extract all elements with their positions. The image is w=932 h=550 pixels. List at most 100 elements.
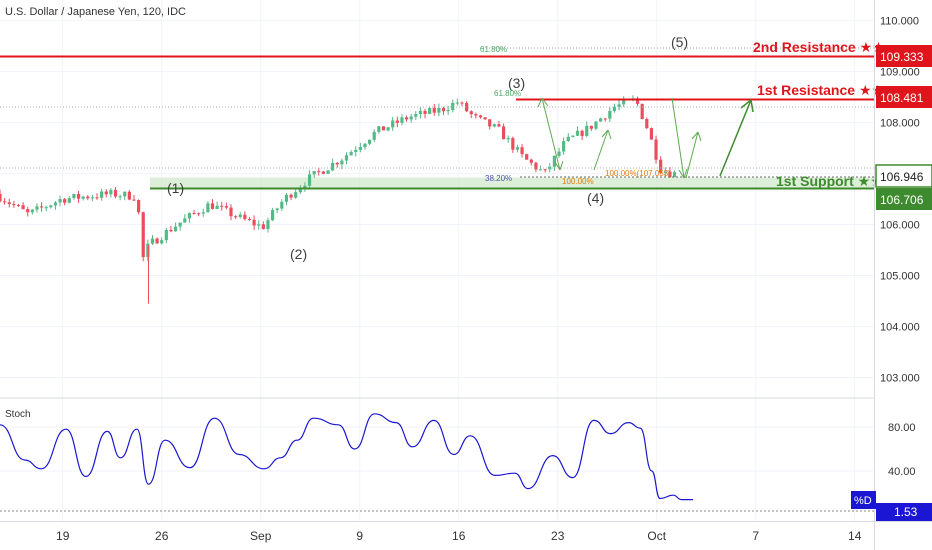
candle-body (234, 216, 238, 218)
time-tick: 26 (155, 529, 169, 543)
candle-body (474, 114, 478, 116)
candle-body (617, 104, 621, 107)
candle-body (511, 138, 515, 150)
candle-body (520, 147, 524, 155)
candle-body (465, 102, 469, 112)
candle-body (95, 197, 99, 199)
candle-body (160, 240, 164, 244)
candle-body (238, 214, 242, 217)
candle-body (266, 220, 270, 229)
svg-text:106.706: 106.706 (880, 193, 924, 207)
candle-body (187, 213, 192, 219)
badge-resistance2: 109.333 (876, 45, 932, 67)
candle-body (312, 171, 316, 175)
candle-body (164, 229, 168, 241)
time-tick: 19 (56, 529, 70, 543)
candle-body (90, 197, 94, 199)
candle-body (603, 118, 607, 120)
candle-body (515, 147, 520, 150)
candle-body (252, 219, 256, 226)
price-tick: 106.000 (880, 220, 920, 232)
candle-body (275, 208, 279, 211)
candle-body (7, 202, 11, 205)
candle-body (224, 206, 228, 208)
candle-body (585, 125, 589, 136)
candle-body (645, 119, 649, 129)
candle-body (358, 147, 362, 150)
svg-text:%D: %D (854, 495, 872, 507)
chart-title: U.S. Dollar / Japanese Yen, 120, IDC (5, 6, 186, 18)
stoch-label: Stoch (5, 409, 31, 420)
fib-label-38: 38.20% (485, 174, 512, 183)
candle-body (317, 171, 321, 173)
candle-body (441, 107, 446, 112)
candle-body (123, 191, 127, 197)
candle-body (418, 110, 423, 115)
candle-body (663, 171, 667, 173)
candle-body (215, 205, 219, 209)
candle-body (386, 127, 390, 131)
candle-body (16, 204, 21, 206)
stoch-tick: 40.00 (888, 466, 916, 478)
candle-body (100, 191, 104, 198)
candle-body (132, 199, 136, 201)
price-tick: 105.000 (880, 271, 920, 283)
candle-body (340, 160, 344, 165)
svg-text:108.481: 108.481 (880, 91, 924, 105)
candle-body (67, 198, 71, 203)
price-axis[interactable]: 110.000109.000108.000107.000106.000105.0… (874, 0, 920, 550)
candle-body (469, 111, 473, 115)
candle-body (594, 121, 598, 129)
time-axis[interactable]: 19 26 Sep 9 16 23 Oct 7 14 (0, 521, 932, 544)
candle-body (280, 201, 284, 209)
price-tick: 104.000 (880, 322, 920, 334)
candle-body (349, 151, 353, 156)
candle-body (178, 222, 182, 227)
badge-stoch-d: %D (851, 491, 876, 509)
candle-body (104, 191, 108, 195)
candle-body (197, 213, 201, 215)
candle-body (492, 124, 496, 127)
candle-body (409, 116, 413, 120)
candle-body (150, 238, 155, 244)
candle-body (599, 118, 603, 122)
candle-body (497, 124, 501, 127)
support-zone (150, 177, 874, 190)
svg-text:1.53: 1.53 (894, 505, 918, 519)
candle-body (649, 128, 654, 140)
time-tick: Sep (250, 529, 272, 543)
candle-body (26, 209, 30, 213)
candle-body (377, 126, 381, 132)
stoch-d-line (0, 413, 694, 501)
fib-label-100a: 100.00% (562, 177, 594, 186)
candle-body (3, 201, 7, 203)
resistance1-label: 1st Resistance ★★ (757, 82, 884, 98)
time-tick: 9 (356, 529, 363, 543)
price-tick: 103.000 (880, 373, 920, 385)
fib-label-wave3: 61.80% (494, 89, 521, 98)
candle-body (538, 169, 543, 171)
price-tick: 108.000 (880, 117, 920, 129)
candle-body (229, 207, 233, 217)
candle-body (391, 120, 395, 128)
wave-arrows (537, 97, 702, 179)
candle-body (21, 205, 25, 210)
candle-body (141, 212, 145, 258)
candle-body (58, 199, 62, 203)
candle-body (118, 196, 122, 198)
candle-body (566, 136, 570, 142)
candle-body (672, 172, 677, 178)
price-tick: 109.000 (880, 66, 920, 78)
candle-body (395, 120, 399, 123)
candle-body (247, 219, 252, 221)
candle-body (294, 192, 298, 198)
time-tick: 23 (551, 529, 565, 543)
candle-body (437, 107, 441, 113)
candle-body (525, 154, 529, 160)
candle-body (659, 159, 663, 173)
candle-body (506, 138, 510, 140)
candle-body (12, 204, 16, 206)
candle-body (298, 188, 302, 193)
